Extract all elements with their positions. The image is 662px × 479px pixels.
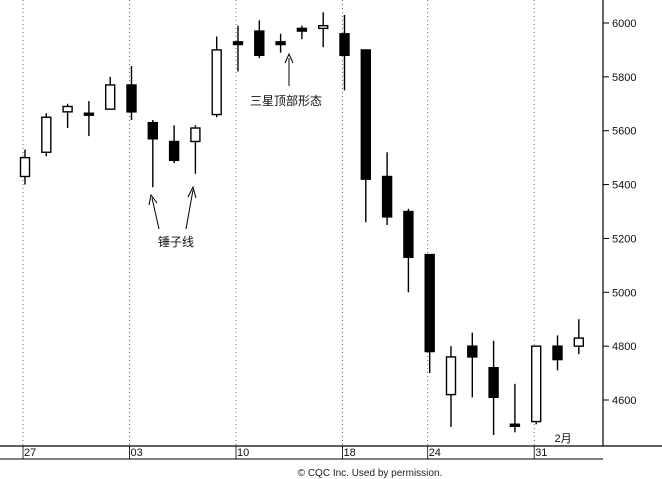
candle-7 [168,125,180,164]
annotation-three-star-top: 三星顶部形态 [250,93,322,108]
candle-body-hollow [445,356,457,396]
candle-9 [211,36,222,118]
copyright-credit: © CQC Inc. Used by permission. [298,468,443,479]
y-tick-label: 5800 [612,72,636,84]
candle-6 [147,119,159,188]
y-axis: 6000 5800 5600 5400 5200 5000 4800 4600 [603,18,636,407]
annotation-hammer-arrow-2 [185,185,197,230]
annotation-hammer-arrow-1 [148,193,160,230]
candle-body-filled [126,84,137,113]
candle-18 [403,208,414,293]
candle-10 [232,25,244,72]
x-tick-label: 27 [24,447,36,459]
x-axis: 27 03 10 18 24 31 2月 [22,433,572,459]
candle-5 [126,66,137,120]
y-tick-label: 5200 [612,233,636,245]
candle-body-filled [424,253,435,353]
candle-26 [573,319,584,355]
candle-body-filled [552,345,563,361]
candle-14 [318,12,329,48]
annotation-hammer: 锤子线 [158,234,194,249]
candle-body-hollow [211,49,222,116]
candle-body-hollow [531,345,542,423]
candle-25 [552,335,563,371]
y-tick-label: 4800 [612,341,636,353]
candle-16 [360,49,371,223]
annotation-three-star-top-arrow [284,52,294,86]
x-tick-label: 03 [131,447,143,459]
candle-body-hollow [190,127,201,143]
candle-24 [531,345,542,425]
candle-8 [190,125,201,174]
x-tick-label: 31 [535,447,547,459]
y-tick-label: 5600 [612,126,636,138]
candle-3 [83,101,95,137]
candle-body-filled [83,112,95,116]
candle-15 [339,14,350,91]
candle-body-filled [360,49,371,180]
candle-body-hollow [104,84,116,110]
candle-body-filled [275,41,286,46]
candle-12 [275,33,286,53]
candle-body-filled [168,140,180,162]
candle-body-filled [488,366,499,399]
candle-17 [381,152,393,225]
candle-body-filled [403,210,414,258]
plot-frame [0,0,662,460]
candle-body-filled [296,27,308,32]
candle-11 [254,20,265,59]
candle-2 [62,103,73,129]
candle-23 [509,383,521,433]
candle-13 [296,25,308,40]
candle-body-filled [232,41,244,46]
candle-body-filled [509,423,521,427]
candle-22 [488,340,499,436]
candle-body-hollow [62,105,73,113]
x-tick-label: 10 [237,447,249,459]
candle-body-filled [381,175,393,218]
candle-21 [467,332,478,398]
candle-body-filled [254,30,265,57]
candle-0 [19,149,31,185]
candle-body-hollow [573,337,584,347]
grid-lines [22,0,535,446]
y-tick-label: 5000 [612,287,636,299]
candle-body-filled [147,121,159,140]
candle-body-hollow [41,116,52,153]
candle-body-filled [467,345,478,358]
candle-1 [41,113,52,157]
x-tick-label: 18 [344,447,356,459]
x-tick-label: 24 [429,447,441,459]
y-tick-label: 4600 [612,395,636,407]
x-tick-label: 2月 [555,433,572,445]
candle-body-filled [339,33,350,57]
candle-4 [104,76,116,110]
y-tick-label: 6000 [612,18,636,30]
candle-20 [445,346,457,427]
candles [19,12,584,436]
candle-19 [424,253,435,374]
candle-body-hollow [19,156,31,178]
candle-body-hollow [318,24,329,30]
y-tick-label: 5400 [612,180,636,192]
